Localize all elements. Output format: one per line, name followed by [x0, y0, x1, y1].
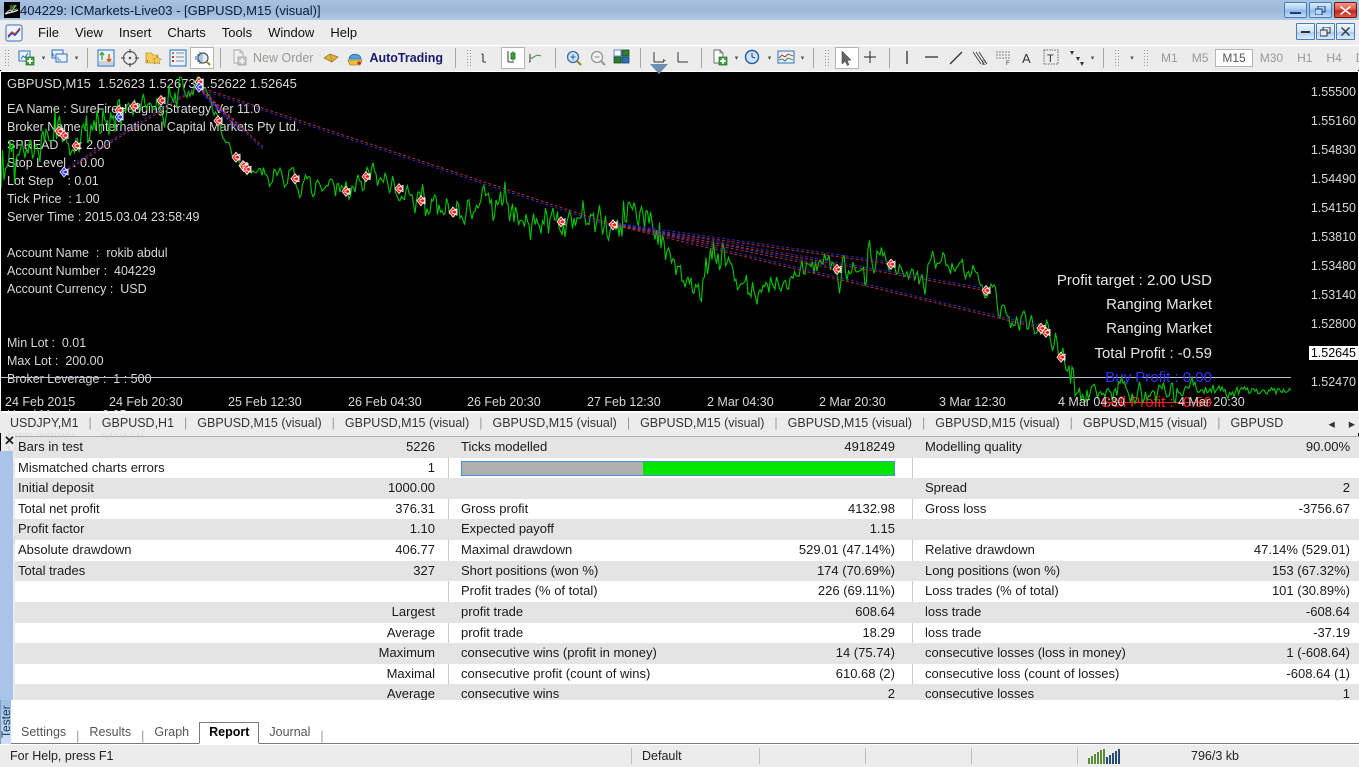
svg-text:T: T — [1047, 53, 1054, 65]
svg-text:A: A — [1022, 51, 1031, 66]
svg-text:F: F — [1006, 61, 1010, 67]
svg-text:E: E — [982, 61, 986, 67]
svg-text:IC: IC — [10, 5, 17, 12]
